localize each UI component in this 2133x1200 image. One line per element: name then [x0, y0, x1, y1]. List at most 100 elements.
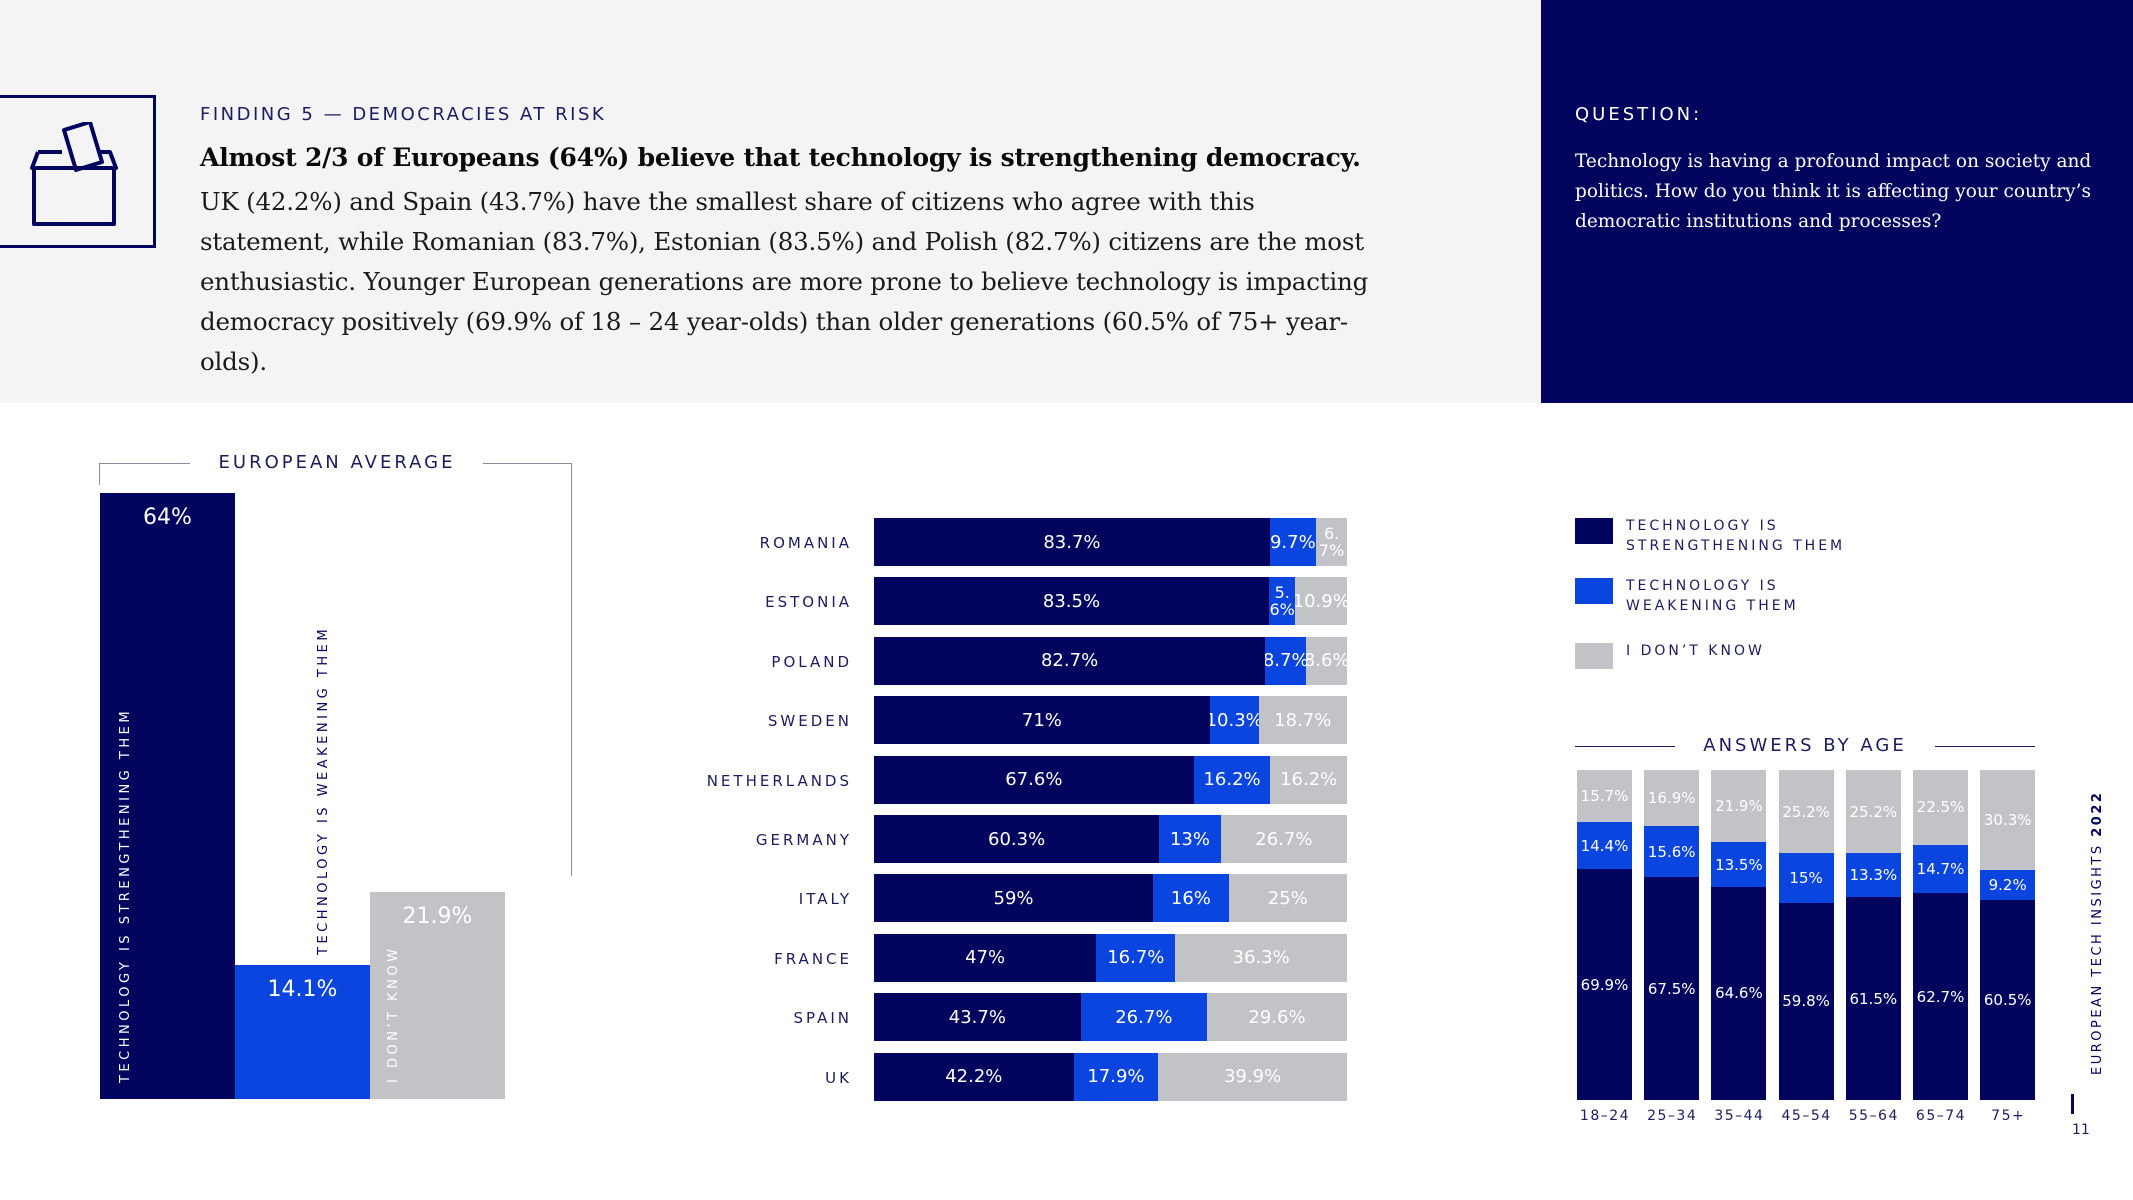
avg-category-label-2: TECHNOLOGY IS WEAKENING THEM — [316, 625, 331, 955]
european-average-title: EUROPEAN AVERAGE — [218, 452, 456, 473]
legend-label-2: TECHNOLOGY IS WEAKENING THEM — [1626, 578, 1799, 614]
side-title-year: 2022 — [2090, 790, 2105, 837]
age-bar-segment-4-3: 25.2% — [1778, 770, 1834, 854]
page-number: 11 — [2072, 1122, 2090, 1138]
age-category-label-3: 35–44 — [1714, 1108, 1765, 1124]
age-bar-segment-6-3: 22.5% — [1913, 770, 1968, 845]
bracket-left-horizontal — [99, 463, 190, 464]
country-bar-segment-9-2: 26.7% — [1080, 993, 1207, 1042]
age-bar-segment-5-2: 13.3% — [1845, 853, 1901, 898]
avg-bar-value-2: 14.1% — [267, 977, 338, 1003]
age-category-label-5: 55–64 — [1848, 1108, 1899, 1124]
country-bar-segment-8-2: 16.7% — [1096, 933, 1176, 982]
country-label-6: GERMANY — [755, 831, 852, 849]
country-bar-segment-4-2: 10.3% — [1209, 696, 1259, 745]
country-label-7: ITALY — [798, 890, 852, 909]
avg-category-label-1: TECHNOLOGY IS STRENGTHENING THEM — [118, 707, 133, 1083]
bracket-right-vertical — [571, 463, 572, 876]
side-rule — [2071, 1094, 2074, 1114]
ballot-box-frame — [0, 95, 156, 248]
age-chart-title: ANSWERS BY AGE — [1703, 735, 1907, 756]
country-bar-segment-2-1: 83.5% — [874, 577, 1269, 626]
country-bar-segment-3-3: 8.6% — [1306, 636, 1347, 685]
country-bar-segment-4-3: 18.7% — [1258, 696, 1347, 745]
country-bar-segment-10-2: 17.9% — [1073, 1052, 1159, 1101]
country-bar-segment-8-3: 36.3% — [1175, 933, 1347, 982]
country-bar-segment-9-3: 29.6% — [1206, 993, 1347, 1042]
legend-swatch-3 — [1575, 643, 1613, 669]
age-bar-segment-2-1: 67.5% — [1644, 877, 1700, 1100]
country-bar-segment-8-1: 47% — [874, 933, 1097, 982]
country-label-2: ESTONIA — [765, 593, 852, 612]
country-bar-segment-5-2: 16.2% — [1193, 755, 1271, 804]
country-bar-segment-6-1: 60.3% — [874, 815, 1160, 863]
country-label-5: NETHERLANDS — [706, 771, 852, 790]
country-bar-segment-10-1: 42.2% — [874, 1052, 1074, 1101]
age-category-label-1: 18–24 — [1579, 1108, 1631, 1124]
ballot-box-icon — [30, 122, 118, 226]
avg-bar-value-3: 21.9% — [402, 903, 473, 929]
age-category-label-2: 25–34 — [1647, 1108, 1698, 1124]
bracket-right-horizontal — [483, 463, 571, 464]
country-bar-segment-7-1: 59% — [874, 874, 1154, 923]
country-bar-segment-4-1: 71% — [874, 696, 1210, 745]
age-bar-segment-4-1: 59.8% — [1778, 902, 1834, 1100]
age-bar-segment-1-3: 15.7% — [1577, 770, 1632, 822]
age-title-rule-right — [1935, 746, 2035, 747]
country-bar-segment-3-1: 82.7% — [874, 636, 1266, 685]
question-panel — [1541, 0, 2133, 403]
age-bar-segment-2-2: 15.6% — [1644, 825, 1700, 878]
country-label-9: SPAIN — [793, 1009, 852, 1028]
headline: Almost 2/3 of Europeans (64%) believe th… — [200, 143, 1361, 172]
avg-bar-1 — [100, 493, 235, 1099]
avg-category-label-3: I DON’T KNOW — [386, 945, 401, 1083]
bracket-left-vertical — [99, 463, 100, 485]
question-label: QUESTION: — [1575, 104, 1703, 125]
avg-bar-2 — [235, 965, 370, 1099]
avg-bar-3 — [370, 891, 505, 1099]
age-category-label-4: 45–54 — [1781, 1108, 1832, 1124]
country-label-3: POLAND — [771, 652, 852, 671]
legend-label-1: TECHNOLOGY IS STRENGTHENING THEM — [1626, 518, 1846, 554]
age-bar-segment-5-3: 25.2% — [1845, 770, 1901, 854]
age-bar-segment-6-1: 62.7% — [1913, 893, 1968, 1100]
legend-label-3: I DON’T KNOW — [1626, 643, 1765, 659]
country-bar-segment-9-1: 43.7% — [874, 993, 1081, 1042]
age-bar-segment-1-2: 14.4% — [1577, 821, 1632, 870]
country-label-4: SWEDEN — [767, 712, 852, 731]
age-bar-segment-3-1: 64.6% — [1711, 886, 1767, 1100]
side-title-text: EUROPEAN TECH INSIGHTS — [2090, 843, 2105, 1075]
age-bar-segment-7-1: 60.5% — [1980, 900, 2036, 1100]
summary-text: UK (42.2%) and Spain (43.7%) have the sm… — [200, 187, 1369, 376]
country-bar-segment-2-3: 10.9% — [1295, 577, 1347, 626]
age-bar-segment-2-3: 16.9% — [1644, 770, 1700, 826]
age-category-label-7: 75+ — [1991, 1108, 2026, 1124]
country-bar-segment-7-2: 16% — [1153, 874, 1229, 923]
country-bar-segment-1-3: 6.7% — [1315, 518, 1348, 566]
country-bar-segment-5-3: 16.2% — [1270, 755, 1347, 804]
country-label-1: ROMANIA — [759, 534, 852, 552]
country-bar-segment-5-1: 67.6% — [874, 755, 1194, 804]
avg-bar-value-1: 64% — [143, 505, 192, 530]
age-category-label-6: 65–74 — [1915, 1108, 1967, 1124]
country-bar-segment-7-3: 25% — [1228, 874, 1347, 923]
age-bar-segment-7-3: 30.3% — [1980, 770, 2036, 870]
country-bar-segment-6-2: 13% — [1159, 815, 1221, 863]
age-bar-segment-1-1: 69.9% — [1577, 869, 1632, 1100]
country-bar-segment-6-3: 26.7% — [1220, 815, 1347, 863]
age-bar-segment-3-2: 13.5% — [1711, 842, 1767, 887]
header-panel — [0, 0, 1541, 403]
age-bar-segment-6-2: 14.7% — [1913, 844, 1968, 894]
country-bar-segment-10-3: 39.9% — [1158, 1052, 1347, 1101]
country-bar-segment-2-2: 5.6% — [1268, 577, 1296, 626]
country-label-8: FRANCE — [774, 949, 852, 968]
age-bar-segment-3-3: 21.9% — [1711, 770, 1767, 843]
age-title-rule-left — [1575, 746, 1675, 747]
country-bar-segment-1-1: 83.7% — [874, 518, 1270, 566]
country-bar-segment-1-2: 9.7% — [1269, 518, 1316, 566]
age-bar-segment-5-1: 61.5% — [1845, 897, 1901, 1100]
age-bar-segment-4-2: 15% — [1778, 853, 1834, 903]
side-title: EUROPEAN TECH INSIGHTS 2022 — [2090, 791, 2105, 1075]
finding-label: FINDING 5 — DEMOCRACIES AT RISK — [200, 104, 607, 125]
legend-swatch-2 — [1575, 578, 1613, 604]
